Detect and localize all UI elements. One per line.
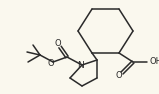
Text: N: N	[77, 61, 83, 69]
Text: O: O	[116, 72, 122, 80]
Text: O: O	[48, 60, 54, 69]
Text: OH: OH	[149, 56, 159, 66]
Text: O: O	[55, 39, 61, 49]
